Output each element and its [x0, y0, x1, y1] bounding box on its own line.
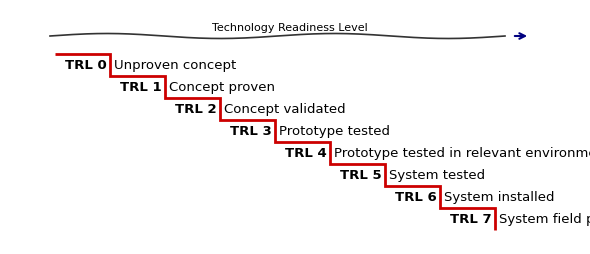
Text: Concept validated: Concept validated	[224, 103, 346, 116]
Text: TRL 7: TRL 7	[450, 213, 492, 226]
Text: TRL 2: TRL 2	[175, 103, 217, 116]
Text: System installed: System installed	[444, 191, 555, 204]
Text: Unproven concept: Unproven concept	[114, 59, 236, 72]
Text: Technology Readiness Level: Technology Readiness Level	[212, 23, 368, 33]
Text: TRL 4: TRL 4	[285, 147, 327, 160]
Text: Prototype tested in relevant environment: Prototype tested in relevant environment	[334, 147, 590, 160]
Text: TRL 3: TRL 3	[230, 125, 272, 138]
Text: System tested: System tested	[389, 169, 485, 182]
Text: Concept proven: Concept proven	[169, 81, 275, 94]
Text: Prototype tested: Prototype tested	[279, 125, 390, 138]
Text: TRL 5: TRL 5	[340, 169, 382, 182]
Text: TRL 0: TRL 0	[65, 59, 107, 72]
Text: System field proven: System field proven	[499, 213, 590, 226]
Text: TRL 1: TRL 1	[120, 81, 162, 94]
Text: TRL 6: TRL 6	[395, 191, 437, 204]
